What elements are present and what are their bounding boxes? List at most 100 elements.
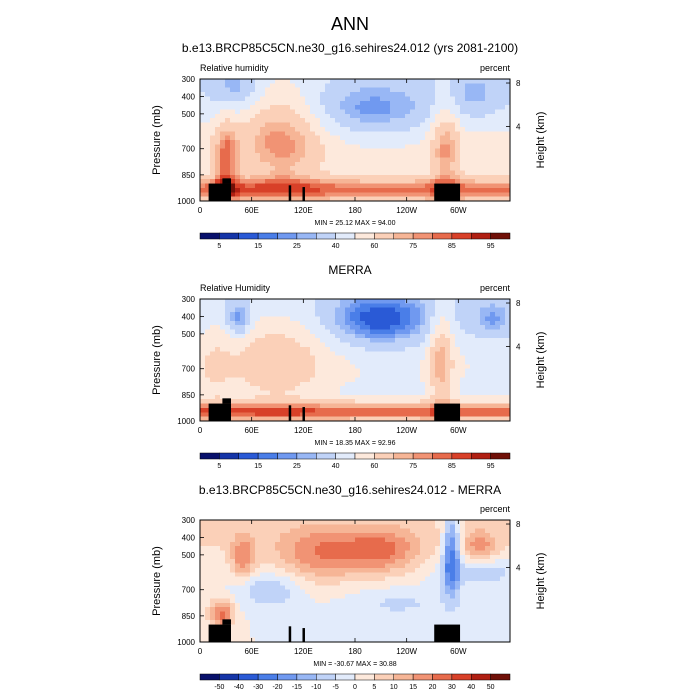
field-cell [325,567,331,573]
field-cell [470,161,476,167]
field-cell [335,338,341,344]
field-cell [245,416,251,422]
field-cell [475,126,481,132]
field-cell [315,524,321,530]
field-cell [375,140,381,145]
field-cell [240,105,246,111]
field-cell [275,153,281,159]
field-cell [270,550,276,556]
field-cell [310,192,316,198]
field-cell [265,572,271,578]
field-cell [300,585,306,591]
field-cell [330,170,336,176]
field-cell [375,148,381,154]
field-cell [470,113,476,119]
field-cell [270,131,276,137]
field-cell [450,338,456,344]
field-cell [435,576,441,582]
field-cell [280,524,286,530]
field-cell [210,161,216,167]
field-cell [295,122,301,128]
field-cell [505,546,511,552]
field-cell [235,563,241,569]
field-cell [280,346,286,352]
field-cell [505,351,511,357]
field-cell [270,567,276,573]
field-cell [205,307,211,313]
field-cell [505,611,511,617]
field-cell [345,312,351,318]
field-cell [390,377,396,383]
field-cell [470,135,476,141]
field-cell [365,541,371,547]
field-cell [220,312,226,318]
field-cell [400,386,406,392]
field-cell [435,342,441,348]
field-cell [410,541,416,547]
field-cell [350,550,356,556]
field-cell [360,170,366,176]
field-cell [250,602,256,608]
field-cell [350,576,356,582]
field-cell [440,381,446,387]
field-cell [260,559,266,565]
field-cell [450,96,456,102]
field-cell [500,394,506,400]
field-cell [320,550,326,556]
field-cell [200,109,206,115]
field-cell [280,179,286,185]
field-cell [500,351,506,357]
field-cell [465,611,471,617]
field-cell [310,607,316,613]
field-cell [320,377,326,383]
field-cell [485,320,491,326]
field-cell [305,524,311,530]
field-cell [265,576,271,582]
field-cell [295,611,301,617]
field-cell [300,541,306,547]
field-cell [330,381,336,387]
field-cell [385,312,391,318]
field-cell [230,79,236,84]
field-cell [405,399,411,405]
field-cell [220,563,226,569]
field-cell [415,126,421,132]
field-cell [255,157,261,163]
field-cell [245,585,251,591]
field-cell [310,342,316,348]
field-cell [305,140,311,145]
field-cell [260,541,266,547]
field-cell [230,554,236,560]
field-cell [270,174,276,180]
field-cell [450,589,456,595]
field-cell [455,307,461,313]
field-cell [395,161,401,167]
field-cell [435,100,441,106]
field-cell [235,611,241,617]
field-cell [290,377,296,383]
field-cell [430,559,436,565]
field-cell [440,554,446,560]
field-cell [330,602,336,608]
colorbar-swatch [354,452,375,460]
field-cell [505,196,511,202]
field-cell [485,157,491,163]
field-cell [270,607,276,613]
field-cell [220,559,226,565]
field-cell [210,381,216,387]
field-cell [425,122,431,128]
field-cell [460,607,466,613]
field-cell [500,122,506,128]
field-cell [245,179,251,185]
field-cell [320,140,326,145]
field-cell [250,399,256,405]
field-cell [230,126,236,132]
colorbar-swatch [451,232,472,240]
field-cell [500,153,506,159]
field-cell [295,416,301,422]
field-cell [360,576,366,582]
field-cell [330,550,336,556]
field-cell [295,307,301,313]
field-cell [505,174,511,180]
field-cell [375,528,381,534]
